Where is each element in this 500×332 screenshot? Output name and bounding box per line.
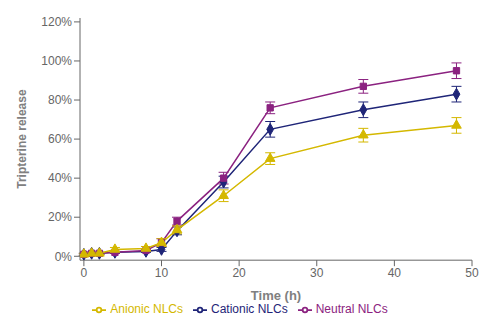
svg-text:40%: 40% xyxy=(48,171,72,185)
svg-text:120%: 120% xyxy=(41,15,72,29)
html-text:Cationic NLCs: Cationic NLCs xyxy=(211,302,288,317)
svg-text:20%: 20% xyxy=(48,210,72,224)
svg-text:10: 10 xyxy=(155,266,169,280)
svg-text:60%: 60% xyxy=(48,132,72,146)
svg-text:100%: 100% xyxy=(41,54,72,68)
svg-text:20: 20 xyxy=(232,266,246,280)
svg-text:0%: 0% xyxy=(55,250,73,264)
html-text:Anionic NLCs: Anionic NLCs xyxy=(110,302,183,317)
svg-text:30: 30 xyxy=(310,266,324,280)
svg-text:Tripterine release: Tripterine release xyxy=(15,89,29,189)
html-text:Neutral NLCs: Neutral NLCs xyxy=(315,302,388,317)
svg-text:0: 0 xyxy=(81,266,88,280)
svg-text:80%: 80% xyxy=(48,93,72,107)
svg-text:40: 40 xyxy=(388,266,402,280)
svg-text:50: 50 xyxy=(465,266,479,280)
svg-text:Time (h): Time (h) xyxy=(251,288,301,303)
